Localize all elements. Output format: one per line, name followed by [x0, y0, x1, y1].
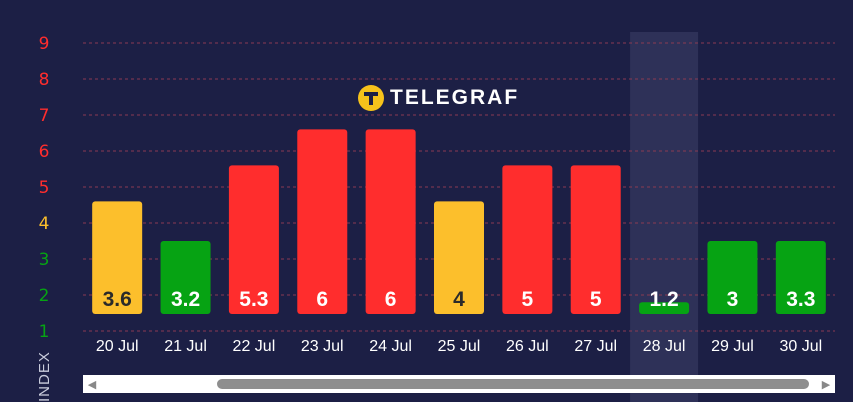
- value-label: 3.6: [103, 288, 132, 311]
- y-tick-label: 4: [39, 214, 50, 234]
- x-tick-label: 25 Jul: [438, 338, 481, 355]
- bar[interactable]: [707, 241, 758, 314]
- value-label: 6: [316, 288, 328, 311]
- horizontal-scrollbar[interactable]: ◀ ▶: [83, 375, 835, 393]
- bar[interactable]: [434, 201, 484, 314]
- y-tick-label: 8: [39, 70, 50, 90]
- x-tick-label: 23 Jul: [301, 338, 344, 355]
- x-tick-label: 30 Jul: [779, 338, 822, 355]
- bar[interactable]: [92, 201, 143, 314]
- x-tick-label: 26 Jul: [506, 338, 549, 355]
- logo-text: TELEGRAF: [390, 86, 520, 109]
- x-tick-label: 22 Jul: [233, 338, 276, 355]
- y-tick-label: 2: [39, 286, 50, 306]
- bar[interactable]: [228, 165, 279, 314]
- x-axis-labels: 20 Jul 21 Jul 22 Jul 23 Jul 24 Jul 25 Jul 26 J…: [96, 338, 822, 355]
- value-label: 3: [727, 288, 739, 311]
- y-axis-ticks: 9 8 7 6 5 4 3 2 1: [39, 34, 50, 342]
- telegraf-logo-icon: [358, 85, 384, 111]
- value-label: 4: [453, 288, 465, 311]
- value-label: 5: [590, 288, 602, 311]
- telegraf-logo: TELEGRAF: [358, 84, 519, 112]
- bar[interactable]: [570, 165, 621, 314]
- value-label: 5.3: [239, 288, 268, 311]
- value-label: 3.2: [171, 288, 200, 311]
- y-tick-label: 7: [39, 106, 50, 126]
- bar[interactable]: [297, 129, 348, 314]
- value-label: 3.3: [786, 288, 815, 311]
- x-tick-label: 29 Jul: [711, 338, 754, 355]
- bar[interactable]: [502, 165, 553, 314]
- bar[interactable]: [160, 241, 211, 314]
- bar[interactable]: [775, 241, 826, 314]
- value-label: 6: [385, 288, 397, 311]
- value-label: 1.2: [649, 288, 678, 311]
- bar[interactable]: [365, 129, 416, 314]
- x-tick-label: 28 Jul: [643, 338, 686, 355]
- y-axis-title: INDEX: [36, 351, 53, 402]
- bars[interactable]: 3.6 3.2 5.3 6 6 4 5 5 1.2 3 3.3: [92, 129, 826, 314]
- scroll-thumb[interactable]: [217, 379, 809, 389]
- y-tick-label: 9: [39, 34, 50, 54]
- x-tick-label: 27 Jul: [574, 338, 617, 355]
- y-tick-label: 3: [39, 250, 50, 270]
- y-tick-label: 6: [39, 142, 50, 162]
- x-tick-label: 21 Jul: [164, 338, 207, 355]
- bar[interactable]: [639, 302, 690, 314]
- x-tick-label: 20 Jul: [96, 338, 139, 355]
- x-tick-label: 24 Jul: [369, 338, 412, 355]
- highlight-column: [630, 32, 699, 402]
- arrow-right-icon[interactable]: ▶: [821, 378, 831, 391]
- y-tick-label: 5: [39, 178, 50, 198]
- arrow-left-icon[interactable]: ◀: [87, 378, 97, 391]
- value-label: 5: [522, 288, 534, 311]
- y-tick-label: 1: [39, 322, 50, 342]
